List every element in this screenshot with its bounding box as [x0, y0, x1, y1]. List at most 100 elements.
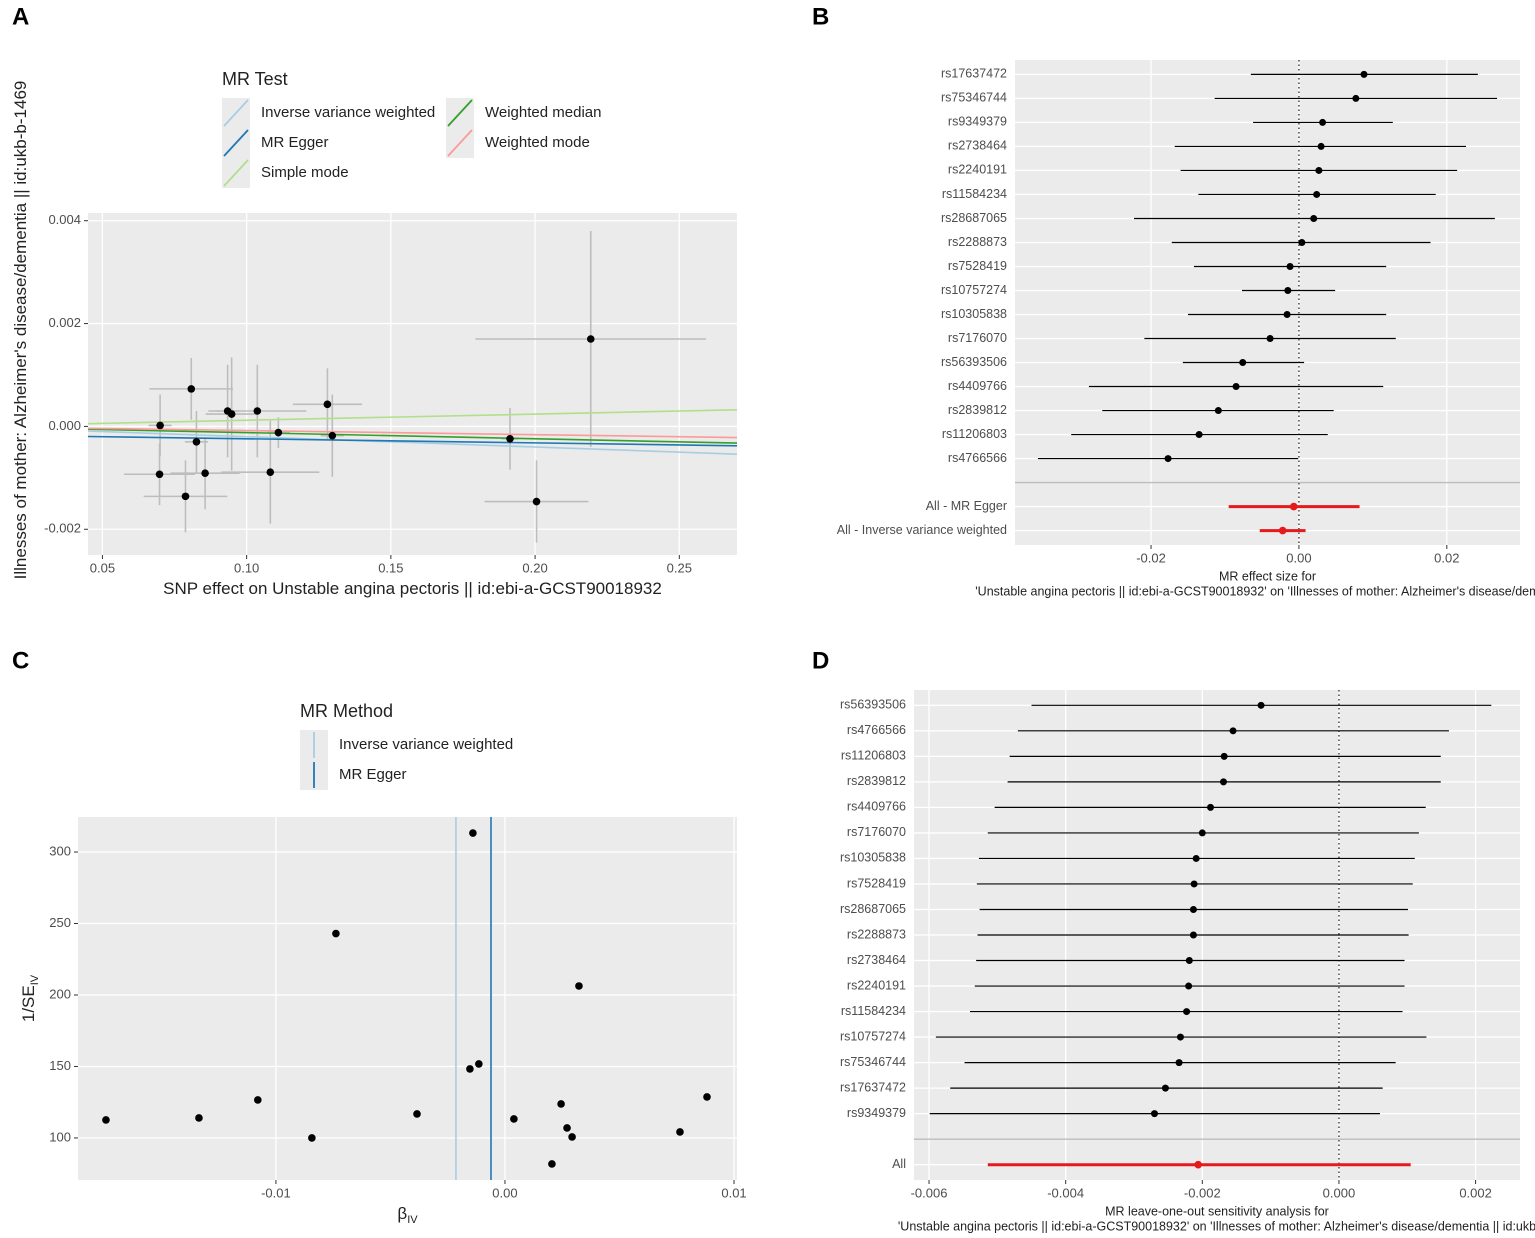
- point: [156, 421, 164, 430]
- panel-letter: B: [812, 3, 829, 30]
- x-tick-label: 0.000: [1323, 1185, 1356, 1200]
- point: [532, 497, 541, 506]
- category-label: All - MR Egger: [926, 499, 1007, 513]
- point: [586, 335, 595, 343]
- point: [266, 468, 275, 477]
- plot-background: [78, 817, 737, 1180]
- x-axis-title: SNP effect on Unstable angina pectoris |…: [163, 579, 662, 598]
- y-axis-title: Illnesses of mother: Alzheimer's disease…: [11, 81, 30, 580]
- category-label: rs11584234: [841, 1004, 906, 1018]
- point: [1198, 829, 1206, 837]
- category-label: rs4409766: [847, 800, 906, 814]
- legend-label: Simple mode: [261, 164, 349, 181]
- x-tick-label: 0.00: [492, 1185, 517, 1200]
- y-axis-title-main: Illnesses of mother: Alzheimer's disease…: [11, 81, 30, 580]
- point: [332, 929, 340, 938]
- x-tick-label: -0.02: [1136, 550, 1166, 565]
- x-axis-title: 'Unstable angina pectoris || id:ebi-a-GC…: [975, 584, 1535, 598]
- category-label: rs7176070: [948, 331, 1007, 345]
- point: [1289, 502, 1298, 511]
- point: [308, 1134, 316, 1142]
- x-axis-title: MR effect size for: [1219, 569, 1316, 583]
- point: [469, 829, 477, 837]
- y-axis-title: 1/SEIV: [19, 974, 40, 1022]
- category-label: rs9349379: [847, 1106, 906, 1120]
- category-label: rs4766566: [847, 723, 906, 737]
- point: [1360, 70, 1368, 78]
- point: [1315, 166, 1323, 174]
- point: [1189, 905, 1197, 913]
- legend-swatch: [447, 99, 473, 127]
- point: [1278, 526, 1287, 535]
- point: [506, 434, 514, 443]
- legend-label: Inverse variance weighted: [261, 104, 435, 121]
- y-axis-title-sub: IV: [29, 974, 41, 985]
- fit-line: [88, 408, 737, 425]
- point: [1317, 142, 1325, 150]
- category-label: rs75346744: [840, 1055, 906, 1069]
- point: [192, 438, 201, 446]
- category-label: rs4409766: [948, 379, 1007, 393]
- legend-swatch: [223, 129, 249, 157]
- point: [1185, 982, 1193, 990]
- y-tick-label: 0.004: [48, 212, 81, 227]
- point: [201, 469, 209, 478]
- category-label: rs2839812: [847, 774, 906, 788]
- point: [1266, 335, 1274, 343]
- x-tick-label: 0.02: [1434, 550, 1459, 565]
- point: [1283, 311, 1291, 319]
- category-label: rs17637472: [840, 1080, 906, 1094]
- category-label: rs2240191: [948, 163, 1007, 177]
- y-tick-label: 200: [49, 986, 71, 1001]
- point: [1219, 778, 1227, 786]
- point: [1194, 1160, 1203, 1169]
- point: [1352, 94, 1360, 102]
- point: [1176, 1033, 1184, 1041]
- point: [181, 492, 190, 501]
- x-tick-label: -0.01: [261, 1185, 291, 1200]
- point: [227, 410, 236, 418]
- point: [155, 470, 164, 479]
- point: [1161, 1084, 1169, 1092]
- plot-background: [88, 213, 737, 555]
- y-tick-label: -0.002: [44, 521, 81, 536]
- legend-label: Weighted median: [485, 104, 601, 121]
- category-label: rs10305838: [941, 307, 1007, 321]
- point: [1310, 214, 1318, 222]
- category-label: rs9349379: [948, 115, 1007, 129]
- panel-letter: A: [12, 3, 29, 30]
- category-label: rs28687065: [941, 211, 1007, 225]
- category-label: rs2738464: [847, 953, 906, 967]
- point: [563, 1124, 571, 1132]
- point: [1189, 931, 1197, 939]
- plot-background: [1015, 60, 1520, 545]
- x-tick-label: -0.006: [911, 1185, 948, 1200]
- point: [195, 1114, 203, 1122]
- fit-lines: [88, 408, 737, 455]
- category-label: rs10757274: [941, 283, 1007, 297]
- x-tick-label: 0.20: [522, 560, 547, 575]
- fit-line: [88, 430, 737, 455]
- legend-swatch: [447, 129, 473, 157]
- category-label: rs4766566: [948, 451, 1007, 465]
- x-tick-label: 0.05: [90, 560, 115, 575]
- point: [1192, 854, 1200, 862]
- fit-line: [88, 428, 737, 444]
- category-label: rs2738464: [948, 139, 1007, 153]
- point: [510, 1115, 518, 1123]
- point: [1190, 880, 1198, 888]
- y-tick-label: 250: [49, 915, 71, 930]
- point: [1185, 957, 1193, 965]
- point: [557, 1100, 565, 1108]
- point: [1313, 190, 1321, 198]
- category-label: rs7176070: [847, 825, 906, 839]
- legend-title: MR Method: [300, 701, 393, 721]
- point: [676, 1128, 684, 1136]
- point: [1284, 286, 1292, 294]
- point: [1229, 727, 1237, 735]
- point: [253, 407, 262, 415]
- category-label: rs7528419: [948, 259, 1007, 273]
- point: [413, 1110, 421, 1118]
- legend-swatch: [223, 99, 249, 127]
